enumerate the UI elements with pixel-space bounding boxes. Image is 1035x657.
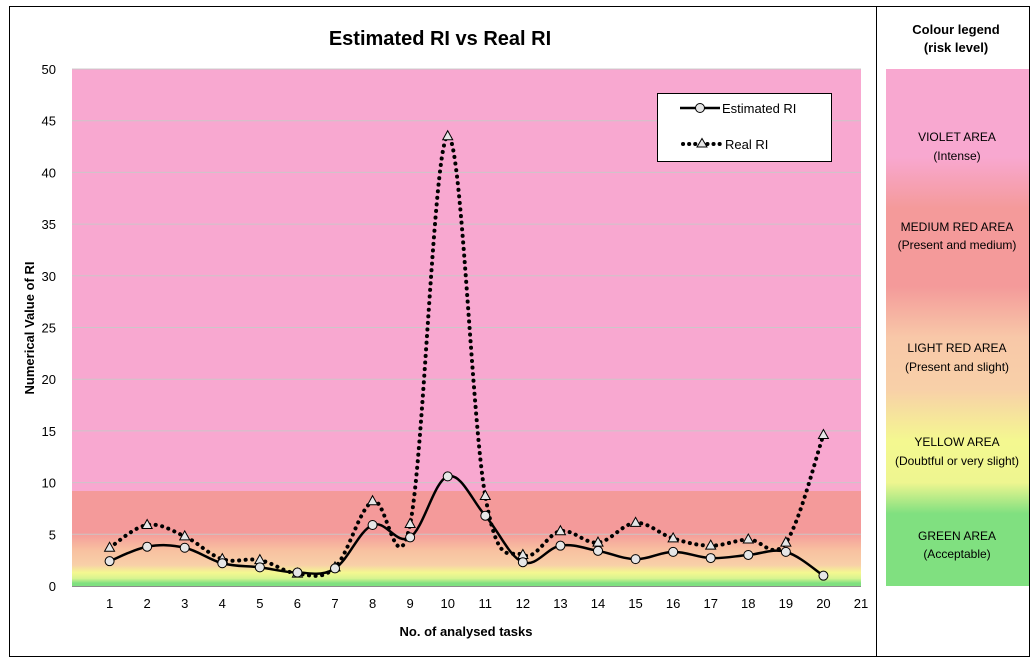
x-tick-label: 3 [181, 596, 188, 611]
legend-green-desc: (Acceptable) [923, 547, 990, 561]
legend-green-title: GREEN AREA [918, 529, 996, 543]
real-ri-point [178, 529, 191, 541]
y-tick-label: 45 [42, 114, 56, 129]
estimated-ri-point [818, 570, 829, 581]
estimated-ri-point [405, 532, 416, 543]
legend-real-label: Real RI [725, 137, 768, 152]
x-tick-label: 2 [144, 596, 151, 611]
legend-box [657, 93, 832, 162]
legend-medium-red-title: MEDIUM RED AREA [901, 220, 1014, 234]
x-tick-label: 17 [703, 596, 717, 611]
real-ri-point [441, 129, 454, 141]
estimated-ri-point [367, 519, 378, 530]
estimated-ri-point [179, 542, 190, 553]
colour-legend: Colour legend (risk level) VIOLET AREA (… [886, 22, 1029, 586]
x-axis: 1 2 3 4 5 6 7 8 9 10 11 12 13 14 15 16 17 18 19 20 21 [72, 586, 868, 611]
estimated-ri-point [630, 554, 641, 565]
x-tick-label: 8 [369, 596, 376, 611]
estimated-ri-point [330, 563, 340, 574]
legend-estimated-label: Estimated RI [722, 101, 796, 116]
legend-violet-desc: (Intense) [933, 149, 980, 163]
y-tick-label: 15 [42, 424, 56, 439]
y-tick-label: 20 [42, 372, 56, 387]
estimated-ri-point [142, 541, 153, 552]
x-tick-label: 18 [741, 596, 755, 611]
series-line-real-ri [107, 134, 826, 578]
y-tick-label: 25 [42, 321, 56, 336]
estimated-ri-point [593, 545, 603, 556]
chart-title: Estimated RI vs Real RI [329, 28, 551, 50]
y-axis: 0 5 10 15 20 25 30 35 40 45 50 [42, 62, 56, 594]
x-axis-label: No. of analysed tasks [400, 624, 533, 639]
real-ri-point [704, 539, 717, 550]
x-tick-label: 16 [666, 596, 680, 611]
x-tick-label: 11 [479, 596, 493, 611]
series-layer [103, 129, 830, 581]
legend-yellow-title: YELLOW AREA [914, 435, 999, 449]
x-tick-label: 20 [816, 596, 830, 611]
colour-legend-gradient [886, 69, 1029, 586]
legend-light-red-title: LIGHT RED AREA [907, 341, 1006, 355]
x-tick-label: 9 [407, 596, 414, 611]
x-tick-label: 7 [331, 596, 338, 611]
real-ri-point [141, 518, 153, 529]
real-ri-point [366, 494, 379, 506]
legend-violet-title: VIOLET AREA [918, 130, 996, 144]
legend-light-red-desc: (Present and slight) [905, 360, 1009, 374]
y-tick-label: 40 [42, 165, 56, 180]
real-ri-point [554, 524, 567, 536]
real-ri-point [817, 428, 830, 440]
x-tick-label: 6 [294, 596, 301, 611]
real-ri-point [667, 531, 679, 543]
estimated-ri-point [517, 557, 528, 568]
x-tick-label: 19 [779, 596, 793, 611]
legend-medium-red-desc: (Present and medium) [898, 238, 1017, 252]
estimated-ri-point [743, 549, 754, 560]
estimated-ri-point [254, 562, 265, 573]
y-tick-label: 35 [42, 217, 56, 232]
legend-real-marker [696, 137, 708, 148]
x-tick-label: 1 [106, 596, 113, 611]
colour-legend-title: Colour legend [912, 22, 999, 37]
estimated-ri-point [292, 567, 303, 578]
x-tick-label: 4 [219, 596, 226, 611]
estimated-ri-point [480, 510, 491, 521]
y-tick-label: 50 [42, 62, 56, 77]
x-tick-label: 5 [256, 596, 263, 611]
y-tick-label: 30 [42, 269, 56, 284]
legend-yellow-desc: (Doubtful or very slight) [895, 454, 1019, 468]
real-ri-point [479, 489, 492, 501]
y-tick-label: 0 [49, 579, 56, 594]
estimated-ri-point [442, 471, 453, 482]
y-axis-label: Numerical Value of RI [22, 262, 37, 395]
estimated-ri-point [668, 546, 679, 557]
x-tick-label: 12 [516, 596, 530, 611]
chart-legend: Estimated RI Real RI [657, 93, 832, 162]
estimated-ri-point [217, 558, 228, 569]
real-ri-point [103, 541, 116, 552]
estimated-ri-point [104, 556, 115, 567]
x-tick-label: 10 [440, 596, 454, 611]
x-tick-label: 21 [854, 596, 868, 611]
estimated-ri-point [780, 546, 791, 557]
legend-estimated-marker [695, 103, 705, 113]
x-tick-label: 14 [591, 596, 605, 611]
real-ri-point [742, 532, 755, 544]
estimated-ri-point [705, 553, 716, 564]
real-ri-point [780, 536, 792, 547]
y-tick-label: 5 [49, 527, 56, 542]
y-tick-label: 10 [42, 476, 56, 491]
x-tick-label: 15 [628, 596, 642, 611]
real-ri-point [629, 516, 642, 527]
colour-legend-subtitle: (risk level) [924, 40, 988, 55]
band-lower [72, 491, 861, 586]
x-tick-label: 13 [553, 596, 567, 611]
real-ri-point [404, 517, 416, 528]
estimated-ri-point [555, 540, 566, 551]
